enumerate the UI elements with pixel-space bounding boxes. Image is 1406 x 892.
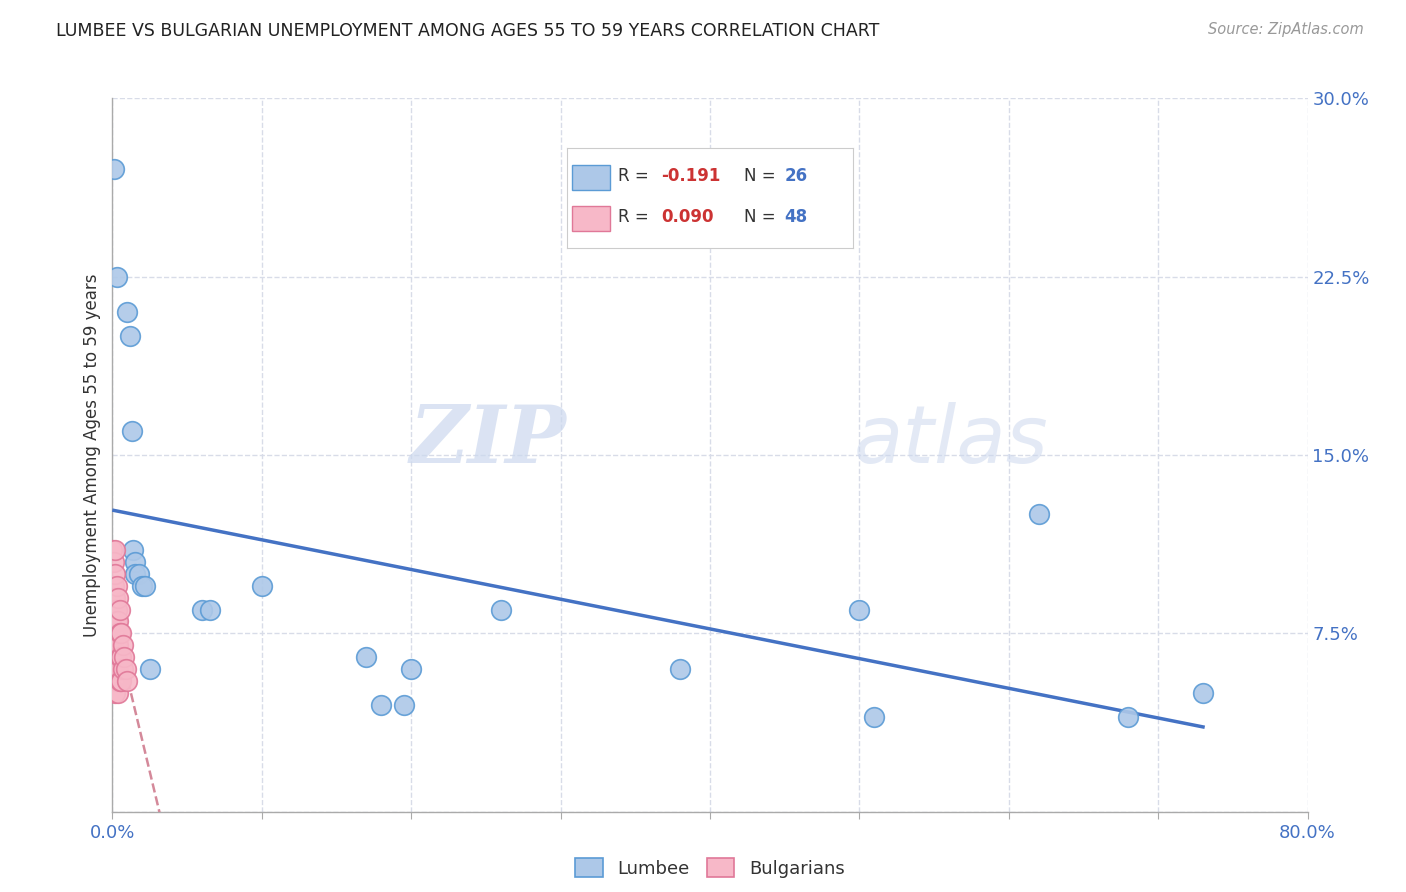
Point bbox=[117, 305, 139, 319]
Text: 0.090: 0.090 bbox=[661, 208, 714, 226]
Point bbox=[103, 650, 125, 665]
Point bbox=[370, 698, 392, 712]
Point bbox=[104, 686, 127, 700]
Point bbox=[107, 591, 129, 605]
Text: LUMBEE VS BULGARIAN UNEMPLOYMENT AMONG AGES 55 TO 59 YEARS CORRELATION CHART: LUMBEE VS BULGARIAN UNEMPLOYMENT AMONG A… bbox=[56, 22, 880, 40]
Point bbox=[108, 650, 131, 665]
Point bbox=[110, 650, 132, 665]
Point bbox=[105, 673, 128, 688]
Point bbox=[104, 566, 127, 581]
Text: N =: N = bbox=[744, 208, 782, 226]
Point bbox=[401, 662, 423, 676]
Point bbox=[104, 591, 127, 605]
Point bbox=[110, 626, 132, 640]
Point bbox=[392, 698, 415, 712]
Point bbox=[1192, 686, 1215, 700]
Point bbox=[669, 662, 692, 676]
Point bbox=[139, 662, 162, 676]
Text: atlas: atlas bbox=[853, 401, 1049, 480]
Point bbox=[108, 602, 131, 616]
Point bbox=[489, 602, 512, 616]
Point bbox=[101, 543, 124, 558]
Point bbox=[104, 543, 127, 558]
Point bbox=[121, 424, 143, 438]
Point bbox=[103, 615, 125, 629]
Point bbox=[103, 555, 125, 569]
Point bbox=[131, 579, 153, 593]
Point bbox=[104, 673, 127, 688]
Point bbox=[134, 579, 156, 593]
Bar bbox=[572, 206, 610, 231]
Point bbox=[107, 615, 129, 629]
Point bbox=[104, 662, 127, 676]
Bar bbox=[572, 165, 610, 190]
Point bbox=[114, 650, 135, 665]
Point bbox=[120, 329, 142, 343]
Point bbox=[124, 555, 146, 569]
Point bbox=[105, 615, 128, 629]
Point bbox=[105, 269, 128, 284]
Point bbox=[104, 626, 127, 640]
Point bbox=[117, 673, 139, 688]
Point bbox=[356, 650, 378, 665]
Legend: Lumbee, Bulgarians: Lumbee, Bulgarians bbox=[568, 851, 852, 885]
Point bbox=[124, 566, 146, 581]
Point bbox=[122, 543, 145, 558]
Point bbox=[848, 602, 870, 616]
Point bbox=[103, 662, 125, 676]
Point bbox=[108, 673, 131, 688]
Point bbox=[105, 602, 128, 616]
Point bbox=[103, 673, 125, 688]
Point bbox=[111, 662, 134, 676]
Point bbox=[111, 638, 134, 652]
Point bbox=[105, 638, 128, 652]
Point bbox=[105, 579, 128, 593]
Point bbox=[101, 602, 124, 616]
Point bbox=[105, 626, 128, 640]
Y-axis label: Unemployment Among Ages 55 to 59 years: Unemployment Among Ages 55 to 59 years bbox=[83, 273, 101, 637]
Text: N =: N = bbox=[744, 167, 782, 185]
Point bbox=[101, 662, 124, 676]
Point bbox=[103, 162, 125, 177]
Point bbox=[105, 650, 128, 665]
Point bbox=[863, 709, 886, 723]
Point bbox=[104, 615, 127, 629]
Point bbox=[107, 638, 129, 652]
Point bbox=[115, 662, 138, 676]
Point bbox=[191, 602, 214, 616]
Point bbox=[101, 638, 124, 652]
Point bbox=[250, 579, 273, 593]
Text: R =: R = bbox=[619, 208, 654, 226]
Point bbox=[107, 662, 129, 676]
Point bbox=[103, 602, 125, 616]
Point bbox=[101, 579, 124, 593]
Point bbox=[128, 566, 150, 581]
Text: 26: 26 bbox=[785, 167, 807, 185]
Text: ZIP: ZIP bbox=[409, 402, 567, 479]
Point bbox=[1028, 508, 1050, 522]
Point bbox=[110, 673, 132, 688]
Text: R =: R = bbox=[619, 167, 654, 185]
Point bbox=[108, 626, 131, 640]
Point bbox=[107, 686, 129, 700]
Text: 48: 48 bbox=[785, 208, 807, 226]
Point bbox=[198, 602, 221, 616]
Text: Source: ZipAtlas.com: Source: ZipAtlas.com bbox=[1208, 22, 1364, 37]
Point bbox=[104, 602, 127, 616]
Point bbox=[103, 626, 125, 640]
Point bbox=[104, 650, 127, 665]
Point bbox=[103, 591, 125, 605]
Text: -0.191: -0.191 bbox=[661, 167, 721, 185]
Point bbox=[1118, 709, 1140, 723]
Point bbox=[103, 579, 125, 593]
